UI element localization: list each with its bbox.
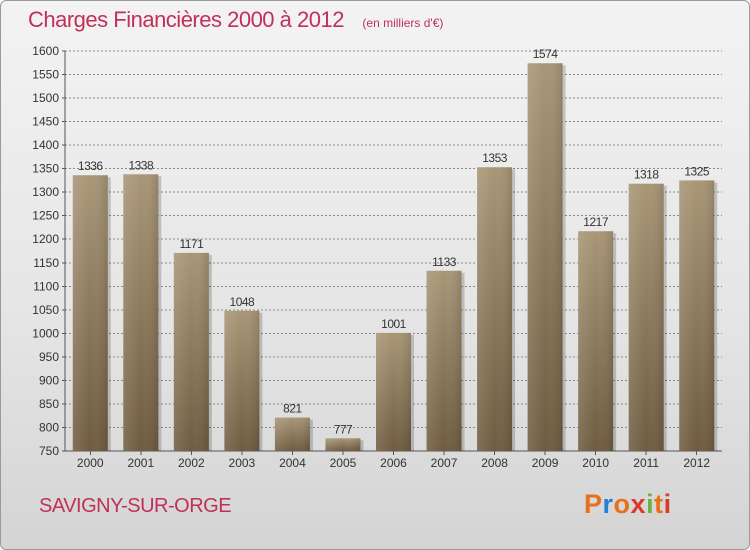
y-tick-label: 950 [39,350,59,364]
x-tick-label: 2002 [178,456,205,470]
bars [72,63,718,452]
x-tick-label: 2003 [229,456,256,470]
value-label: 1133 [432,255,457,269]
value-label: 1048 [230,295,256,309]
bar-highlight [173,252,209,451]
bar-highlight [426,270,462,451]
y-tick-label: 1450 [32,115,59,129]
bar-highlight [123,174,159,451]
y-tick-label: 800 [39,420,59,434]
value-label: 1217 [583,215,609,229]
bar-highlight [325,438,361,451]
y-tick-label: 1250 [32,209,59,223]
proxiti-logo[interactable]: Proxiti [584,489,672,520]
value-label: 821 [283,402,302,416]
bar-highlight [527,63,563,452]
y-tick-label: 1050 [32,303,59,317]
value-label: 1336 [78,159,104,173]
chart-title: Charges Financières 2000 à 2012 [28,7,344,32]
logo-letter: i [646,489,655,519]
value-label: 1325 [684,164,710,178]
value-label: 1353 [482,151,508,165]
x-tick-label: 2007 [431,456,458,470]
y-tick-label: 1400 [32,138,59,152]
chart-subtitle: (en milliers d'€) [362,16,444,30]
y-tick-label: 1150 [33,256,59,270]
y-tick-label: 1000 [32,326,59,340]
bar-highlight [578,231,614,451]
y-tick-label: 1500 [32,91,59,105]
y-tick-label: 1200 [32,232,59,246]
y-tick-label: 1350 [32,162,59,176]
y-tick-label: 1100 [33,279,59,293]
bar-highlight [679,180,715,452]
logo-letter: o [613,489,631,519]
title-row: Charges Financières 2000 à 2012 (en mill… [28,7,443,33]
x-tick-label: 2012 [683,456,710,470]
x-tick-label: 2010 [582,456,609,470]
x-tick-label: 2001 [127,456,154,470]
bar-highlight [224,310,260,451]
bar-highlight [477,167,513,451]
commune-name: SAVIGNY-SUR-ORGE [39,495,232,517]
logo-letter: t [654,489,664,519]
y-tick-label: 750 [39,444,59,458]
bar-highlight [72,175,108,451]
x-tick-label: 2004 [279,456,306,470]
y-tick-label: 1600 [32,44,59,58]
logo-letter: x [630,489,647,519]
bar-highlight [376,332,411,451]
value-label: 1318 [634,168,660,182]
y-tick-label: 850 [39,397,59,411]
value-label: 1001 [381,317,407,331]
logo-letter: r [602,489,614,519]
value-label: 1171 [179,237,204,251]
x-tick-label: 2000 [77,456,104,470]
x-tick-label: 2009 [532,456,559,470]
y-tick-label: 1300 [32,185,59,199]
value-label: 777 [334,422,353,436]
value-label: 1574 [533,47,559,61]
x-tick-label: 2005 [330,456,357,470]
x-tick-label: 2011 [633,456,659,470]
labels: 750 800 850 900 950 1000 1050 1100 1150 1200 1250 1… [32,44,710,470]
y-tick-label: 900 [39,373,59,387]
y-tick-label: 1550 [32,68,59,82]
logo-letter: P [584,489,603,519]
x-tick-label: 2006 [380,456,407,470]
logo-letter: i [663,489,672,519]
x-tick-label: 2008 [481,456,508,470]
bar-highlight [628,183,664,452]
value-label: 1338 [128,158,154,172]
bar-highlight [274,417,310,451]
